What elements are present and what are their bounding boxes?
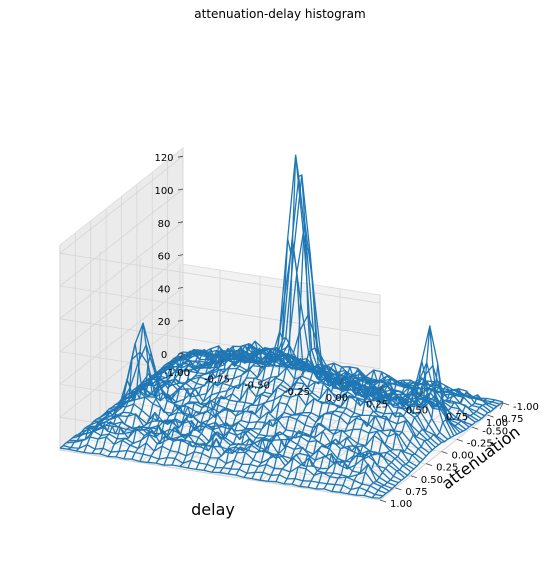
y-tick-mark [379, 499, 387, 503]
y-tick-label: -0.25 [467, 438, 493, 449]
z-tick-label: 80 [158, 219, 171, 230]
surface-line [363, 363, 488, 496]
surface-line [323, 380, 448, 490]
grid-line [59, 384, 381, 435]
surface-line [371, 399, 496, 499]
surface-line [203, 352, 328, 471]
z-tick-mark [177, 287, 184, 289]
surface-line [59, 351, 184, 449]
y-tick-mark [395, 487, 402, 491]
x-tick-label: -0.25 [284, 387, 310, 398]
surface-line [283, 378, 408, 485]
z-tick-mark [177, 319, 184, 322]
y-tick-mark [502, 402, 510, 406]
surface-line [355, 325, 480, 496]
x-tick-label: -0.50 [244, 381, 270, 392]
x-tick-mark [299, 371, 304, 378]
z-tick-mark [177, 155, 184, 158]
x-tick-label: 0.00 [326, 393, 348, 404]
z-tick-label: 60 [158, 252, 171, 263]
grid-line [59, 155, 184, 254]
x-tick-mark [259, 365, 264, 372]
surface-line [307, 377, 432, 488]
x-tick-mark [459, 396, 464, 403]
surface-line [275, 375, 400, 482]
y-tick-label: 0.25 [436, 463, 458, 474]
surface-line [187, 346, 312, 469]
x-tick-label: -1.00 [164, 368, 190, 379]
chart-title: attenuation-delay histogram [194, 7, 365, 21]
x-tick-label: -0.75 [204, 374, 230, 385]
z-tick-mark [177, 254, 184, 256]
x-tick-mark [219, 359, 224, 366]
z-tick-label: 0 [161, 350, 167, 361]
z-tick-label: 100 [154, 186, 173, 197]
surface-line [339, 389, 464, 493]
x-tick-label: 0.25 [366, 399, 388, 410]
grid-line [59, 221, 184, 320]
y-tick-label: -0.50 [482, 426, 508, 437]
surface-line [123, 349, 248, 460]
x-axis-label: delay [191, 500, 235, 519]
surface-line [299, 379, 424, 487]
y-tick-label: 0.50 [421, 475, 443, 486]
y-tick-mark [472, 426, 479, 430]
y-tick-mark [456, 438, 464, 442]
y-tick-mark [425, 463, 433, 467]
surface-line [211, 330, 336, 473]
grid-line [59, 449, 381, 501]
y-tick-mark [441, 451, 448, 454]
z-tick-mark [177, 221, 184, 224]
surface-line [107, 345, 232, 457]
y-tick-label: 0.75 [405, 487, 427, 498]
grid-line [59, 252, 381, 304]
y-tick-label: -1.00 [513, 402, 539, 413]
x-tick-mark [339, 377, 344, 385]
y-tick-label: 0.00 [452, 451, 474, 462]
x-tick-mark [379, 384, 384, 391]
surface-line [259, 369, 384, 481]
surface-line [267, 371, 392, 482]
grid-line [75, 437, 396, 489]
x-tick-mark [179, 352, 184, 360]
surface-line [171, 340, 296, 466]
surface-line [331, 385, 456, 492]
grid-line [59, 318, 381, 370]
grid-line [59, 285, 381, 337]
grid-line [59, 319, 184, 418]
z-tick-label: 20 [158, 317, 171, 328]
surface-line [347, 360, 472, 495]
z-tick-label: 120 [154, 153, 173, 164]
y-tick-label: -0.75 [498, 414, 524, 425]
grid-line [59, 254, 184, 352]
y-tick-mark [487, 414, 494, 418]
y-tick-mark [410, 475, 417, 479]
grid-line [59, 188, 184, 287]
surface-line [291, 379, 416, 485]
z-tick-mark [177, 188, 184, 191]
grid-line [59, 287, 184, 385]
surface-line [235, 235, 360, 476]
surface-line [315, 380, 440, 490]
x-tick-label: 1.00 [486, 418, 508, 429]
surface-line [243, 347, 368, 478]
x-tick-label: 0.50 [406, 406, 428, 417]
z-tick-mark [177, 352, 184, 355]
y-tick-label: 1.00 [390, 499, 412, 510]
surface-wireframe [59, 154, 504, 499]
surface-line [379, 401, 504, 499]
x-tick-mark [419, 390, 424, 397]
x-tick-mark [499, 402, 504, 410]
grid-line [59, 416, 381, 468]
z-tick-label: 40 [158, 284, 171, 295]
axis-ticks: -1.00-0.75-0.50-0.250.000.250.500.751.00… [154, 153, 538, 510]
x-tick-label: 0.75 [446, 412, 468, 423]
